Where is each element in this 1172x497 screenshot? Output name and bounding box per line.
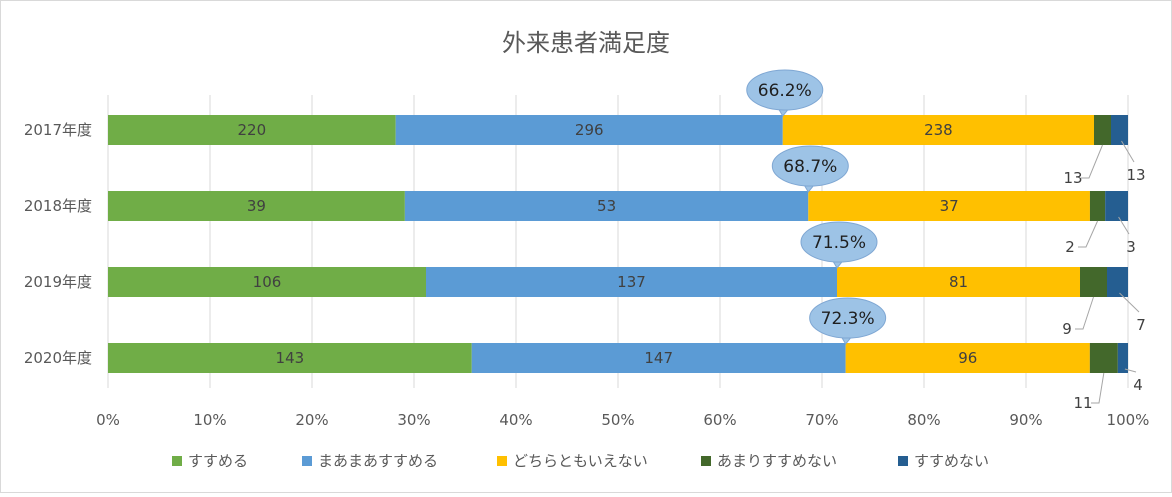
data-label: 11	[1073, 394, 1092, 412]
callout-bubble	[746, 69, 824, 111]
legend-label: どちらともいえない	[513, 452, 648, 470]
bar-segment	[782, 115, 1094, 145]
legend-item: どちらともいえない	[497, 452, 648, 470]
legend-swatch	[701, 456, 711, 466]
data-label: 39	[247, 197, 266, 215]
data-label: 220	[238, 121, 267, 139]
bar-segment	[837, 267, 1080, 297]
leader-line	[1121, 140, 1135, 163]
bar-segment	[1117, 343, 1128, 373]
data-label: 296	[575, 121, 604, 139]
bar-segment	[108, 115, 396, 145]
data-label: 13	[1063, 169, 1082, 187]
x-tick-label: 30%	[397, 411, 430, 429]
data-label: 4	[1133, 376, 1143, 394]
legend-swatch	[898, 456, 908, 466]
y-category-label: 2017年度	[24, 121, 92, 139]
chart-title: 外来患者満足度	[502, 29, 670, 57]
data-label: 37	[940, 197, 959, 215]
bar-segment	[108, 267, 426, 297]
x-tick-label: 10%	[193, 411, 226, 429]
percent-callout: 72.3%	[809, 297, 887, 345]
data-label: 13	[1126, 166, 1145, 184]
legend-item: すすめる	[172, 452, 248, 470]
bar-segment	[1111, 115, 1128, 145]
bar-segment	[395, 115, 783, 145]
leader-line	[1078, 220, 1099, 248]
data-label: 3	[1126, 238, 1136, 256]
bars: 220 296 238 39 53 37 106 137 81 143 147 96	[108, 115, 1128, 373]
legend-label: すすめる	[188, 452, 248, 470]
percent-callouts: 66.2% 68.7% 71.5% 72.3%	[746, 69, 887, 345]
leader-line	[1081, 144, 1103, 179]
legend-swatch	[497, 456, 507, 466]
bar-segment	[1089, 191, 1106, 221]
bar-segment	[845, 343, 1090, 373]
leader-line	[1119, 292, 1140, 313]
callout-label: 66.2%	[758, 81, 812, 101]
percent-callout: 68.7%	[771, 145, 849, 193]
bar-segment	[108, 343, 472, 373]
bar-segment	[426, 267, 837, 297]
bar-segment	[1105, 191, 1128, 221]
legend-swatch	[302, 456, 312, 466]
x-tick-label: 100%	[1107, 411, 1150, 429]
callout-bubble	[800, 221, 878, 263]
callout-bubble	[771, 145, 849, 187]
data-label: 106	[253, 273, 282, 291]
x-tick-label: 80%	[907, 411, 940, 429]
leader-line	[1091, 372, 1105, 404]
y-category-label: 2018年度	[24, 197, 92, 215]
percent-callout: 71.5%	[800, 221, 878, 269]
data-label: 7	[1136, 316, 1146, 334]
axes: 0% 10% 20% 30% 40% 50% 60% 70% 80% 90% 100% 2017年度 2…	[24, 121, 1150, 429]
legend-item: すすめない	[898, 452, 989, 470]
data-label: 143	[276, 349, 305, 367]
legend-swatch	[172, 456, 182, 466]
callout-bubble	[809, 297, 887, 339]
bar-segment	[808, 191, 1090, 221]
leader-line	[1118, 216, 1130, 235]
callout-label: 71.5%	[812, 233, 866, 253]
x-tick-label: 60%	[703, 411, 736, 429]
legend-label: すすめない	[914, 452, 989, 470]
x-tick-label: 0%	[96, 411, 120, 429]
data-label: 238	[924, 121, 953, 139]
bar-segment	[108, 191, 405, 221]
bar-segment	[471, 343, 846, 373]
bar-segment	[1094, 115, 1111, 145]
bar-segment	[404, 191, 809, 221]
data-label: 147	[644, 349, 673, 367]
data-label: 9	[1062, 320, 1072, 338]
legend-label: まあまあすすめる	[318, 452, 438, 470]
legend: すすめる まあまあすすめる どちらともいえない あまりすすめない すすめない	[172, 452, 989, 470]
legend-item: まあまあすすめる	[302, 452, 438, 470]
x-tick-label: 40%	[499, 411, 532, 429]
legend-label: あまりすすめない	[717, 452, 837, 470]
data-label: 53	[597, 197, 616, 215]
x-tick-label: 70%	[805, 411, 838, 429]
legend-item: あまりすすめない	[701, 452, 837, 470]
bar-segment	[1107, 267, 1128, 297]
y-category-label: 2020年度	[24, 349, 92, 367]
x-tick-label: 50%	[601, 411, 634, 429]
data-label: 2	[1065, 238, 1075, 256]
bar-segment	[1080, 267, 1107, 297]
data-label: 96	[958, 349, 977, 367]
bar-segment	[1089, 343, 1118, 373]
data-label: 137	[617, 273, 646, 291]
percent-callout: 66.2%	[746, 69, 824, 117]
y-category-label: 2019年度	[24, 273, 92, 291]
x-tick-label: 90%	[1009, 411, 1042, 429]
data-label: 81	[949, 273, 968, 291]
outside-data-labels: 13 13 2 3 9 7 11 4	[1062, 140, 1146, 412]
callout-label: 72.3%	[821, 309, 875, 329]
x-tick-label: 20%	[295, 411, 328, 429]
callout-label: 68.7%	[783, 157, 837, 177]
leader-line	[1124, 368, 1137, 373]
leader-line	[1075, 296, 1094, 330]
